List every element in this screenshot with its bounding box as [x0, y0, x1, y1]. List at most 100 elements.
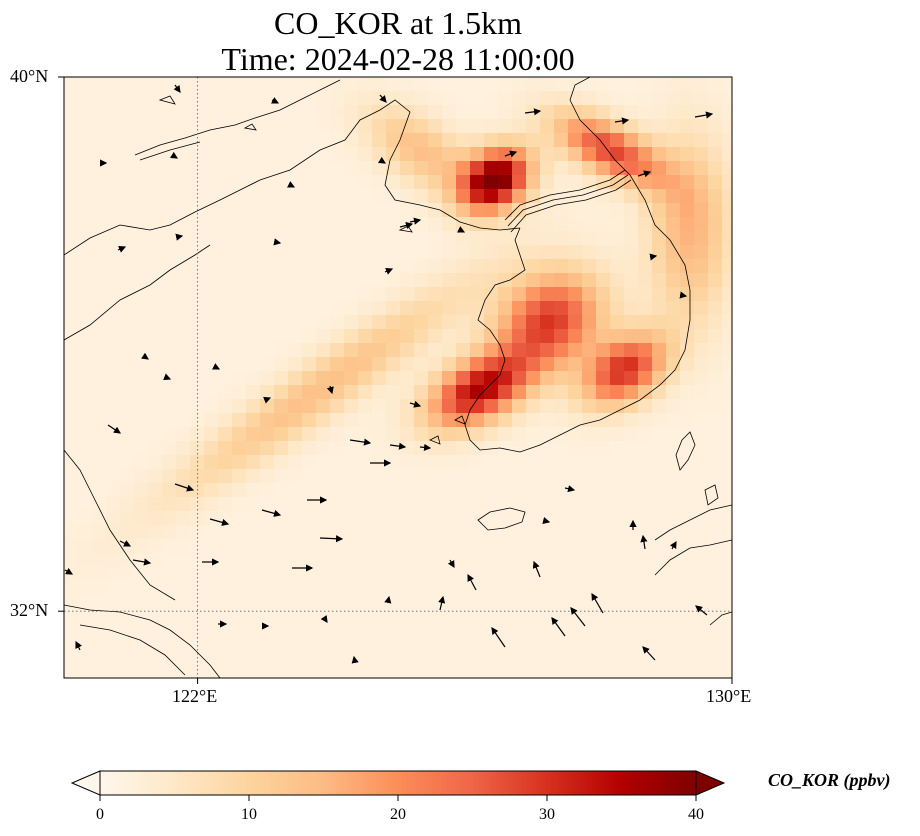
field-cell	[92, 665, 107, 678]
field-cell	[708, 567, 723, 582]
lon-tick-label-130e: 130°E	[706, 686, 752, 706]
field-cell	[386, 665, 401, 678]
field-cell	[554, 287, 569, 302]
field-cell	[204, 511, 219, 526]
field-cell	[218, 623, 233, 638]
field-cell	[260, 119, 275, 134]
field-cell	[92, 189, 107, 204]
field-cell	[568, 665, 583, 678]
field-cell	[260, 539, 275, 554]
field-cell	[246, 399, 261, 414]
field-cell	[344, 581, 359, 596]
field-cell	[148, 595, 163, 610]
field-cell	[316, 595, 331, 610]
field-cell	[722, 553, 732, 568]
field-cell	[218, 231, 233, 246]
field-cell	[204, 609, 219, 624]
field-cell	[92, 357, 107, 372]
field-cell	[232, 287, 247, 302]
field-cell	[134, 287, 149, 302]
field-cell	[134, 105, 149, 120]
field-cell	[400, 525, 415, 540]
field-cell	[148, 161, 163, 176]
field-cell	[330, 259, 345, 274]
field-cell	[64, 273, 79, 288]
field-cell	[680, 665, 695, 678]
field-cell	[274, 329, 289, 344]
field-cell	[680, 567, 695, 582]
field-cell	[344, 119, 359, 134]
field-cell	[176, 147, 191, 162]
field-cell	[358, 259, 373, 274]
field-cell	[78, 595, 93, 610]
field-cell	[652, 553, 667, 568]
field-cell	[470, 441, 485, 456]
field-cell	[204, 665, 219, 678]
field-cell	[582, 203, 597, 218]
field-cell	[358, 567, 373, 582]
field-cell	[302, 651, 317, 666]
field-cell	[568, 119, 583, 134]
field-cell	[274, 231, 289, 246]
field-cell	[232, 175, 247, 190]
field-cell	[666, 147, 681, 162]
field-cell	[498, 287, 513, 302]
field-cell	[484, 259, 499, 274]
field-cell	[722, 469, 732, 484]
field-cell	[106, 623, 121, 638]
field-cell	[358, 469, 373, 484]
field-cell	[638, 427, 653, 442]
field-cell	[330, 553, 345, 568]
wind-arrow	[457, 226, 466, 233]
field-cell	[162, 105, 177, 120]
field-cell	[120, 651, 135, 666]
field-cell	[148, 609, 163, 624]
field-cell	[624, 455, 639, 470]
field-cell	[274, 441, 289, 456]
field-cell	[274, 301, 289, 316]
field-cell	[260, 273, 275, 288]
field-cell	[372, 315, 387, 330]
field-cell	[78, 427, 93, 442]
field-cell	[666, 301, 681, 316]
field-cell	[442, 539, 457, 554]
field-cell	[708, 553, 723, 568]
field-cell	[274, 245, 289, 260]
field-cell	[246, 77, 261, 92]
field-cell	[386, 441, 401, 456]
field-cell	[596, 273, 611, 288]
field-cell	[442, 315, 457, 330]
field-cell	[218, 539, 233, 554]
field-cell	[148, 245, 163, 260]
field-cell	[344, 245, 359, 260]
field-cell	[470, 357, 485, 372]
field-cell	[64, 217, 79, 232]
field-cell	[666, 511, 681, 526]
field-cell	[708, 105, 723, 120]
field-cell	[330, 581, 345, 596]
field-cell	[288, 427, 303, 442]
field-cell	[414, 371, 429, 386]
field-cell	[246, 511, 261, 526]
field-cell	[176, 119, 191, 134]
field-cell	[708, 539, 723, 554]
field-cell	[204, 497, 219, 512]
field-cell	[610, 203, 625, 218]
field-cell	[316, 133, 331, 148]
field-cell	[232, 385, 247, 400]
field-cell	[148, 497, 163, 512]
field-cell	[302, 231, 317, 246]
field-cell	[540, 413, 555, 428]
field-cell	[638, 301, 653, 316]
wind-arrow	[637, 170, 652, 178]
field-cell	[106, 189, 121, 204]
field-cell	[288, 231, 303, 246]
field-cell	[568, 175, 583, 190]
field-cell	[204, 357, 219, 372]
field-cell	[666, 427, 681, 442]
field-cell	[470, 203, 485, 218]
field-cell	[64, 623, 79, 638]
field-cell	[274, 553, 289, 568]
field-cell	[498, 539, 513, 554]
field-cell	[386, 175, 401, 190]
